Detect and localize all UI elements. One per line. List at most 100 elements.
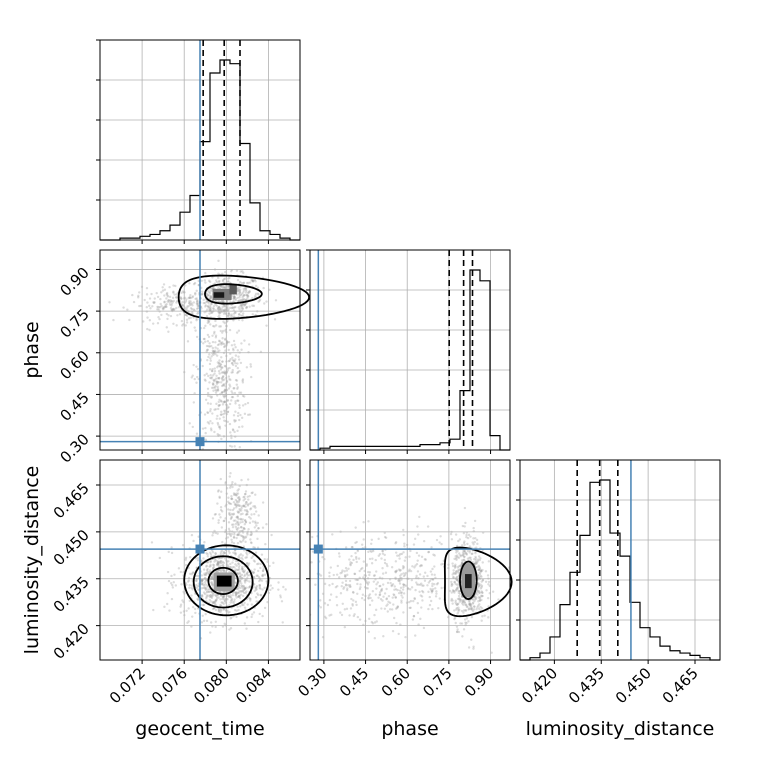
- scatter-point: [223, 378, 226, 381]
- scatter-point: [259, 593, 262, 597]
- scatter-point: [237, 292, 241, 295]
- scatter-point: [186, 621, 189, 624]
- scatter-point: [165, 305, 168, 309]
- scatter-point: [213, 513, 217, 516]
- scatter-point: [431, 589, 434, 593]
- scatter-point: [214, 620, 218, 623]
- scatter-point: [232, 500, 236, 504]
- scatter-point: [230, 294, 234, 298]
- scatter-point: [355, 557, 358, 560]
- scatter-point: [230, 362, 234, 365]
- scatter-point: [241, 404, 245, 407]
- scatter-point: [214, 319, 217, 323]
- scatter-point: [227, 500, 230, 503]
- scatter-point: [256, 592, 259, 595]
- scatter-point: [196, 559, 200, 562]
- scatter-point: [456, 628, 459, 631]
- scatter-point: [206, 308, 209, 311]
- scatter-point: [451, 589, 455, 592]
- scatter-point: [251, 279, 254, 283]
- scatter-point: [215, 417, 218, 420]
- scatter-point: [244, 536, 247, 539]
- density-cell: [213, 292, 225, 298]
- scatter-point: [168, 609, 171, 612]
- scatter-point: [395, 621, 398, 625]
- scatter-point: [460, 609, 464, 613]
- scatter-point: [348, 558, 351, 561]
- scatter-point: [474, 557, 477, 560]
- scatter-point: [210, 386, 214, 390]
- scatter-point: [223, 400, 227, 404]
- scatter-point: [346, 573, 349, 577]
- scatter-point: [217, 557, 220, 560]
- scatter-point: [222, 550, 225, 554]
- scatter-point: [469, 558, 473, 562]
- scatter-point: [226, 399, 230, 402]
- scatter-point: [217, 339, 221, 343]
- scatter-point: [202, 301, 205, 305]
- scatter-point: [216, 306, 220, 310]
- scatter-point: [249, 501, 253, 504]
- scatter-point: [233, 306, 236, 309]
- scatter-point: [435, 590, 438, 593]
- scatter-point: [234, 419, 237, 422]
- scatter-point: [196, 367, 200, 371]
- scatter-point: [433, 573, 436, 577]
- scatter-point: [465, 553, 469, 556]
- scatter-point: [467, 646, 471, 649]
- scatter-point: [261, 569, 265, 572]
- scatter-point: [462, 531, 466, 535]
- scatter-point: [219, 365, 222, 368]
- scatter-point: [206, 321, 210, 325]
- scatter-point: [235, 331, 239, 334]
- scatter-point: [236, 349, 239, 352]
- scatter-point: [242, 499, 245, 502]
- scatter-point: [166, 602, 169, 606]
- scatter-point: [409, 588, 412, 591]
- y-axis-label-phase: phase: [21, 321, 43, 378]
- scatter-point: [243, 581, 247, 584]
- x-tick-label: 0.465: [659, 664, 702, 707]
- scatter-point: [166, 317, 169, 321]
- scatter-point: [221, 597, 224, 601]
- scatter-point: [220, 561, 223, 565]
- scatter-point: [226, 410, 230, 414]
- scatter-point: [192, 316, 195, 319]
- scatter-point: [212, 601, 215, 604]
- scatter-point: [226, 399, 229, 402]
- scatter-point: [473, 605, 476, 608]
- scatter-point: [239, 525, 243, 529]
- scatter-point: [235, 503, 238, 507]
- contour-line: [177, 274, 311, 320]
- scatter-point: [244, 505, 247, 508]
- scatter-point: [251, 304, 254, 307]
- scatter-point: [223, 305, 226, 308]
- scatter-point: [226, 369, 229, 372]
- scatter-point: [237, 313, 241, 316]
- x-tick-label: 0.435: [565, 664, 608, 707]
- scatter-point: [257, 593, 260, 597]
- scatter-point: [396, 605, 400, 608]
- scatter-point: [479, 574, 482, 578]
- scatter-point: [223, 400, 226, 404]
- scatter-point: [269, 608, 271, 610]
- scatter-point: [180, 319, 184, 323]
- scatter-point: [236, 511, 240, 514]
- scatter-point: [200, 578, 204, 582]
- scatter-point: [152, 322, 155, 325]
- scatter-point: [195, 583, 198, 587]
- scatter-point: [222, 278, 226, 281]
- scatter-point: [145, 286, 149, 290]
- scatter-point: [219, 598, 222, 601]
- scatter-point: [386, 610, 389, 613]
- scatter-point: [215, 279, 218, 282]
- scatter-point: [236, 286, 240, 289]
- scatter-point: [341, 581, 344, 584]
- scatter-point: [230, 616, 233, 619]
- scatter-point: [230, 494, 233, 498]
- scatter-point: [200, 578, 204, 582]
- scatter-point: [227, 308, 230, 311]
- scatter-point: [146, 301, 149, 304]
- scatter-point: [233, 566, 236, 569]
- scatter-point: [204, 612, 207, 616]
